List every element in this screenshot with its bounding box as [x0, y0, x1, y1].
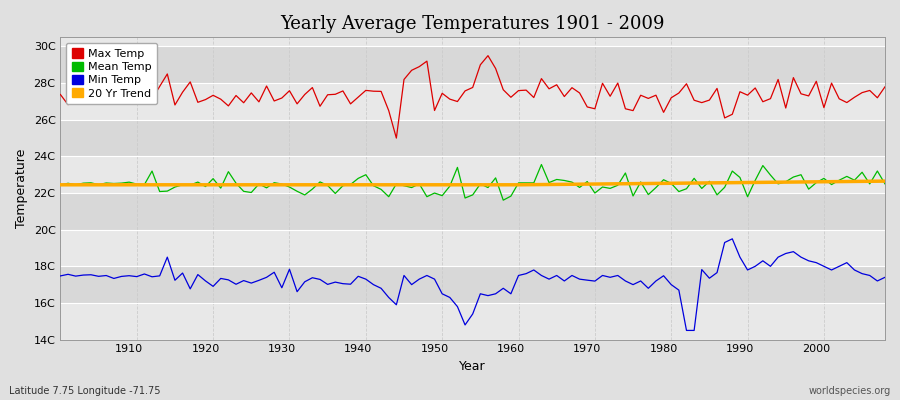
Bar — [60, 193, 885, 230]
Legend: Max Temp, Mean Temp, Min Temp, 20 Yr Trend: Max Temp, Mean Temp, Min Temp, 20 Yr Tre… — [66, 43, 158, 104]
Text: Latitude 7.75 Longitude -71.75: Latitude 7.75 Longitude -71.75 — [9, 386, 160, 396]
Bar — [60, 120, 885, 156]
Bar — [60, 156, 885, 193]
Bar — [60, 230, 885, 266]
Bar — [60, 303, 885, 340]
Bar — [60, 266, 885, 303]
Title: Yearly Average Temperatures 1901 - 2009: Yearly Average Temperatures 1901 - 2009 — [281, 15, 665, 33]
Bar — [60, 83, 885, 120]
X-axis label: Year: Year — [459, 360, 486, 373]
Y-axis label: Temperature: Temperature — [15, 149, 28, 228]
Text: worldspecies.org: worldspecies.org — [809, 386, 891, 396]
Bar — [60, 46, 885, 83]
